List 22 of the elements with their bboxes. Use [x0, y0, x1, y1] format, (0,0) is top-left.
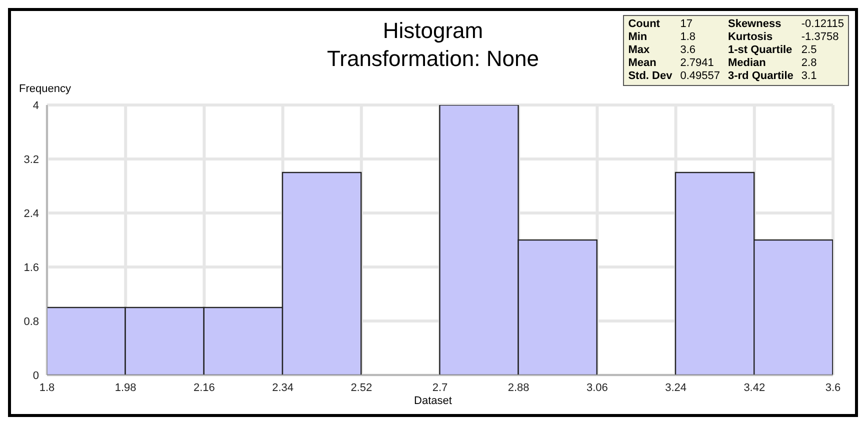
- y-tick-label: 3.2: [24, 154, 39, 166]
- y-tick-label: 2.4: [24, 208, 39, 220]
- x-tick-label: 3.6: [825, 382, 841, 394]
- chart-title: Histogram: [382, 18, 484, 43]
- x-axis-title: Dataset: [413, 395, 453, 407]
- x-tick-label: 3.42: [744, 382, 766, 394]
- x-tick-label: 2.52: [350, 382, 372, 394]
- x-tick-label: 2.7: [432, 382, 448, 394]
- x-tick-label: 2.16: [193, 382, 215, 394]
- y-tick-label: 0.8: [24, 316, 39, 328]
- x-tick-label: 2.88: [508, 382, 530, 394]
- chart-subtitle: Transformation: None: [327, 46, 539, 71]
- x-tick-label: 1.98: [114, 382, 136, 394]
- x-tick-label: 3.24: [665, 382, 687, 394]
- y-tick-label: 4: [32, 100, 39, 112]
- y-tick-label: 0: [32, 370, 39, 382]
- y-axis-title: Frequency: [19, 83, 72, 95]
- x-tick-label: 2.34: [272, 382, 294, 394]
- statistics-table: Count 17 Skewness -0.12115 Min 1.8 Kurtosis -1.3758 Max 3.6 1-st Quartile 2.5 Mean 2.7941 Median 2.8 Std. Dev 0.49557 3-rd Quartile 3.1: [623, 15, 849, 86]
- y-tick-label: 1.6: [24, 262, 39, 274]
- x-tick-label: 1.8: [39, 382, 55, 394]
- x-tick-label: 3.06: [586, 382, 608, 394]
